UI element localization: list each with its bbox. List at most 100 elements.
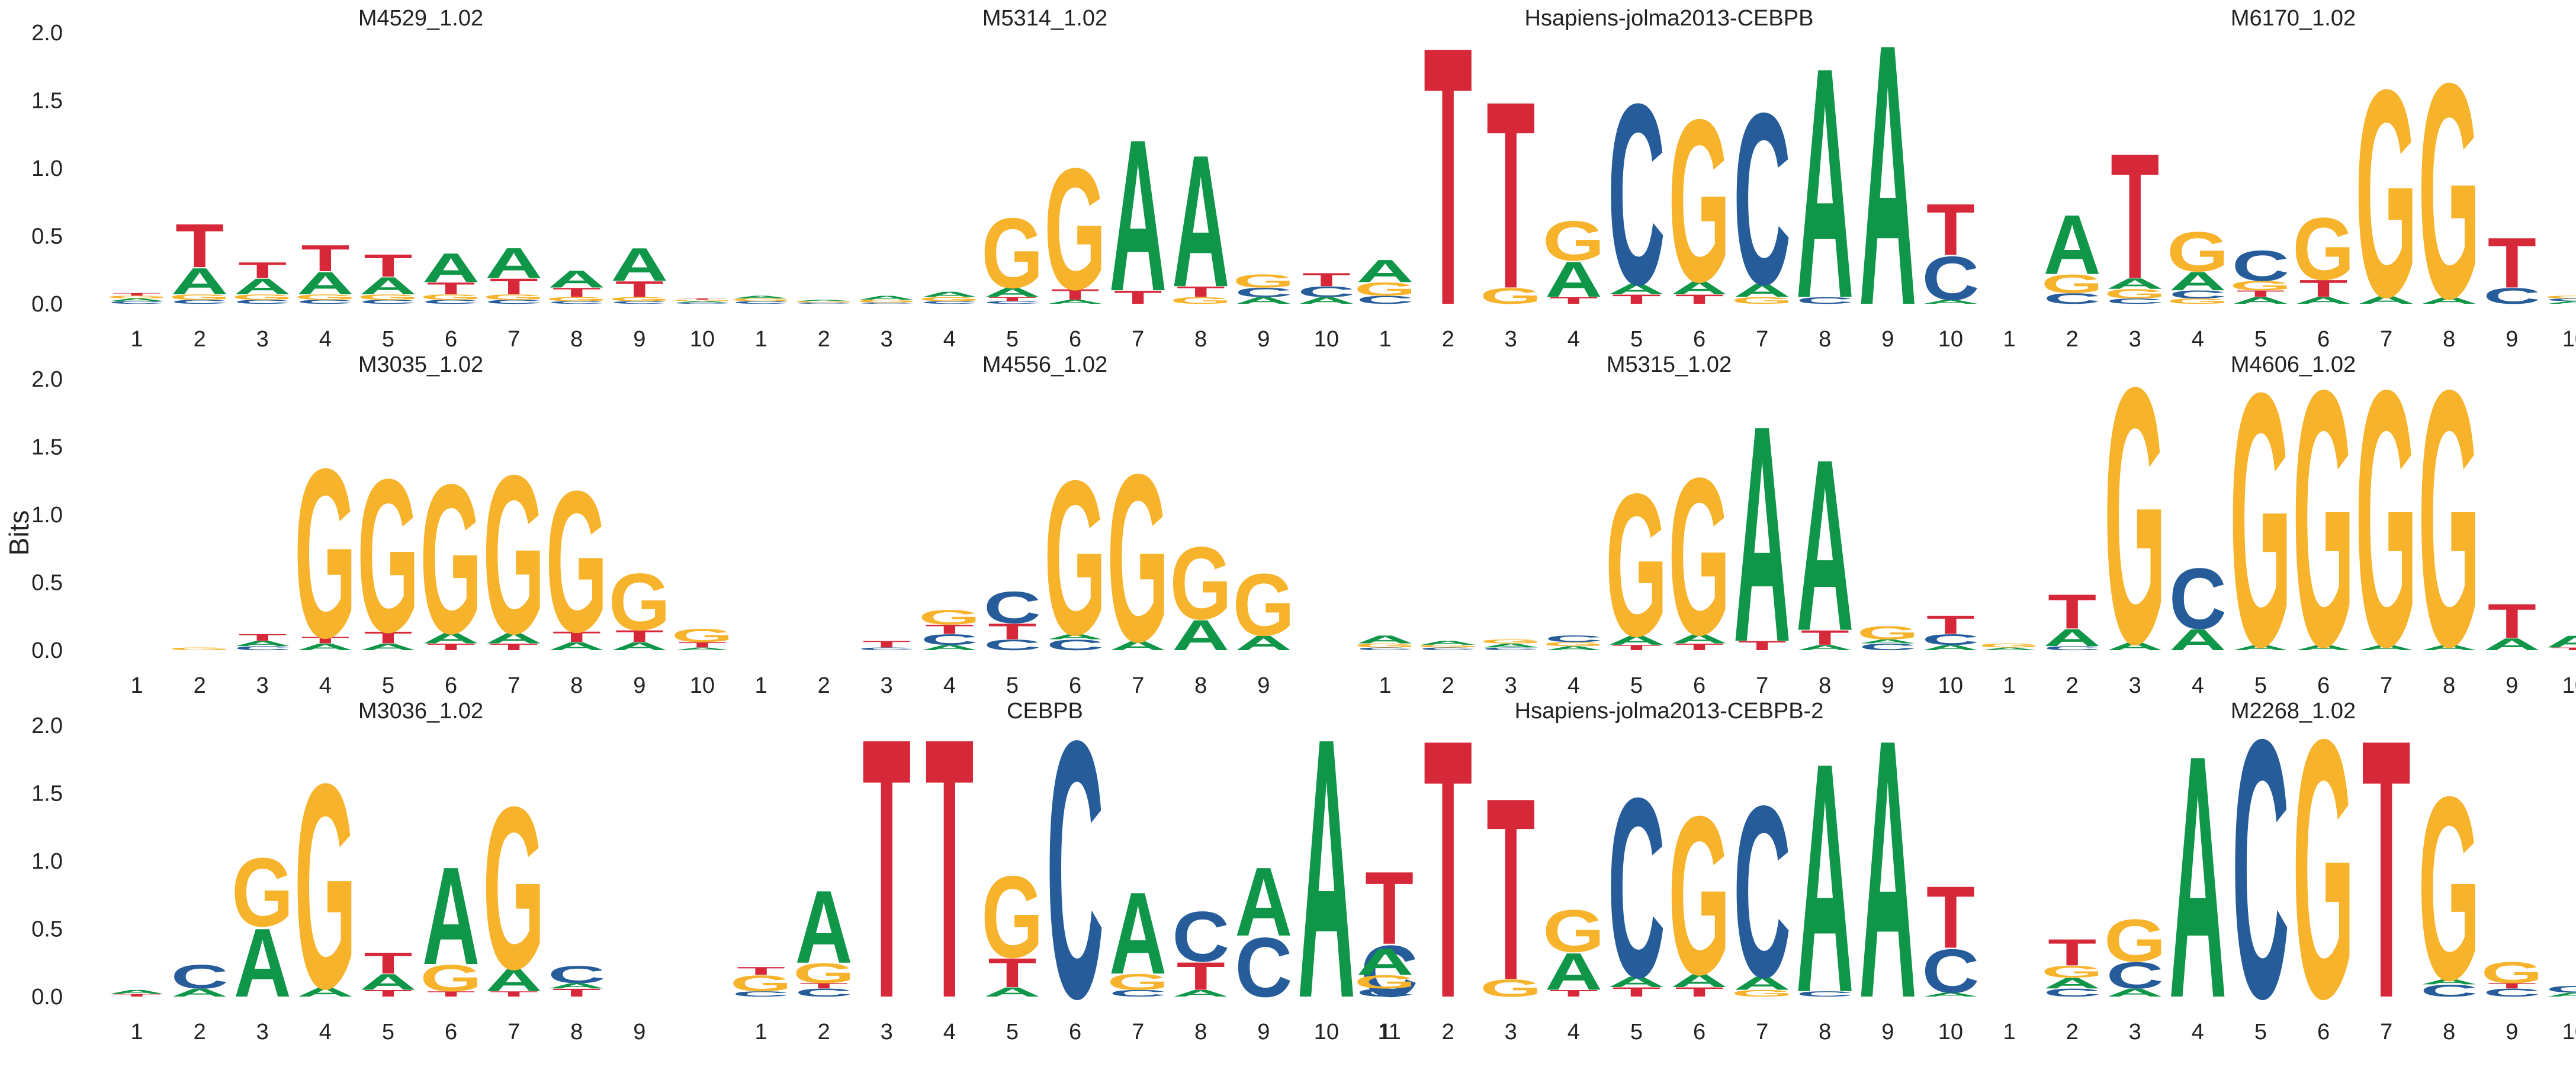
logo-letter-g: G	[483, 428, 545, 681]
logo-letter-a: A	[1796, 644, 1854, 652]
logo-panel: M5314_1.021CGA2CGA3CGA4CGA5CTAG6ATG7TA8G…	[730, 6, 1356, 352]
logo-letter-t: T	[1177, 283, 1225, 300]
y-tick-label: 0.5	[31, 917, 63, 942]
logo-letter-t: T	[988, 950, 1036, 996]
y-tick-label: 1.0	[31, 849, 63, 874]
logo-letter-c: C	[2044, 290, 2101, 307]
logo-letter-g: G	[1857, 622, 1919, 643]
x-tick-label: 3	[881, 1020, 893, 1045]
panel-title: CEBPB	[1007, 699, 1083, 724]
x-tick-label: 9	[1881, 673, 1894, 698]
logo-letter-g: G	[2418, 20, 2480, 362]
logo-letter-c: C	[1859, 642, 1916, 653]
panel-title: Hsapiens-jolma2013-CEBPB	[1525, 6, 1814, 31]
x-tick-label: 9	[1881, 327, 1894, 352]
logo-letter-g: G	[483, 758, 545, 1017]
logo-letter-t: T	[678, 298, 727, 300]
logo-letter-g: G	[2230, 278, 2292, 293]
logo-letter-c: C	[858, 302, 916, 304]
y-tick-label: 1.0	[31, 503, 63, 528]
y-tick-label: 2.0	[31, 714, 63, 738]
logo-letter-t: T	[426, 279, 475, 298]
logo-letter-g: G	[2292, 663, 2355, 1075]
x-tick-label: 7	[2380, 673, 2392, 698]
logo-letter-a: A	[1922, 991, 1979, 998]
logo-letter-c: C	[485, 298, 542, 305]
logo-letter-a: A	[1608, 633, 1665, 648]
logo-letter-g: G	[169, 293, 231, 301]
logo-letter-c: C	[1357, 986, 1414, 999]
logo-letter-a: A	[2232, 295, 2289, 306]
x-tick-label: 10	[1938, 1020, 1963, 1045]
logo-letter-a: A	[485, 629, 542, 647]
logo-letter-t: T	[1177, 955, 1225, 998]
logo-letter-a: A	[1172, 611, 1229, 660]
logo-letter-g: G	[672, 625, 734, 646]
logo-letter-a: A	[2420, 644, 2478, 652]
logo-letter-a: A	[1545, 645, 1602, 651]
logo-letter-c: C	[1733, 756, 1791, 1029]
logo-letter-g: G	[1354, 972, 1417, 992]
logo-letter-a: A	[1733, 361, 1791, 706]
x-tick-label: 1	[1379, 673, 1391, 698]
logo-letter-g: G	[1605, 452, 1668, 679]
logo-letter-t: T	[490, 642, 538, 653]
x-tick-label: 4	[319, 327, 332, 352]
logo-letter-a: A	[359, 969, 417, 994]
x-tick-label: 9	[633, 327, 645, 352]
logo-letter-a: A	[108, 989, 166, 995]
logo-letter-t: T	[2488, 594, 2536, 649]
logo-letter-g: G	[2418, 743, 2480, 1035]
logo-letter-g: G	[1107, 969, 1169, 994]
logo-letter-a: A	[2357, 644, 2415, 652]
logo-letter-t: T	[988, 296, 1036, 303]
logo-letter-a: A	[1046, 632, 1104, 641]
logo-letter-a: A	[1545, 251, 1602, 308]
x-tick-label: 3	[1505, 327, 1517, 352]
logo-letter-t: T	[799, 982, 848, 990]
y-tick-label: 0.0	[31, 638, 63, 663]
logo-letter-a: A	[1733, 973, 1791, 994]
x-tick-label: 4	[1568, 673, 1580, 698]
x-tick-label: 10	[2562, 673, 2576, 698]
logo-letter-a: A	[1235, 295, 1292, 306]
logo-letter-g: G	[1354, 279, 1417, 300]
logo-letter-a: A	[984, 985, 1041, 1000]
logo-letter-g: G	[609, 557, 671, 647]
logo-letter-t: T	[1486, 45, 1535, 345]
logo-letter-a: A	[2546, 632, 2576, 651]
logo-letter-a: A	[921, 290, 978, 298]
x-tick-label: 9	[1257, 1020, 1270, 1045]
logo-letter-t: T	[1612, 292, 1660, 307]
logo-letter-c: C	[171, 298, 229, 305]
logo-letter-c: C	[1922, 631, 1979, 648]
x-tick-label: 7	[1132, 1020, 1144, 1045]
x-tick-label: 7	[2380, 1020, 2392, 1045]
x-tick-label: 1	[754, 673, 767, 698]
logo-letter-a: A	[297, 642, 354, 653]
x-tick-label: 5	[1006, 673, 1019, 698]
x-tick-label: 2	[2066, 673, 2079, 698]
x-tick-label: 3	[1505, 1020, 1517, 1045]
logo-letter-a: A	[1859, 0, 1916, 383]
logo-letter-g: G	[918, 606, 981, 629]
x-tick-label: 7	[1132, 673, 1144, 698]
logo-letter-t: T	[1612, 644, 1660, 652]
x-tick-label: 4	[1568, 327, 1580, 352]
x-tick-label: 1	[754, 1020, 767, 1045]
x-tick-label: 6	[1693, 1020, 1705, 1045]
logo-letter-g: G	[609, 296, 671, 303]
x-tick-label: 3	[2129, 327, 2141, 352]
x-tick-label: 6	[1069, 673, 1081, 698]
logo-letter-a: A	[1859, 663, 1916, 1075]
logo-letter-c: C	[548, 961, 605, 988]
logo-letter-t: T	[364, 248, 412, 284]
logo-letter-g: G	[981, 198, 1043, 309]
logo-letter-c: C	[1608, 744, 1665, 1030]
logo-letter-g: G	[1731, 988, 1793, 999]
logo-letter-t: T	[175, 211, 224, 280]
logo-letter-g: G	[1170, 526, 1232, 641]
x-tick-label: 4	[1568, 1020, 1580, 1045]
logo-letter-t: T	[1675, 642, 1723, 653]
